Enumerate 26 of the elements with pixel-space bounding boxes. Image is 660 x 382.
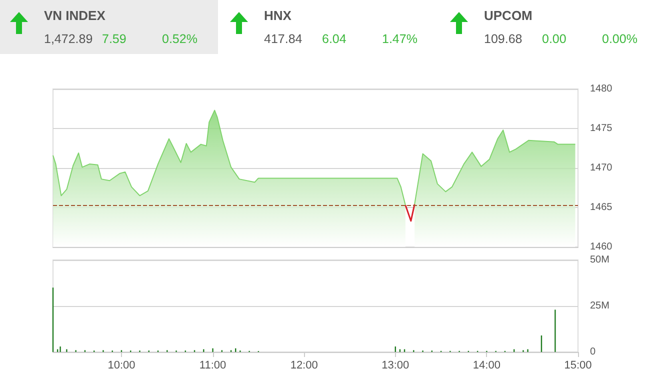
text: 7.59 bbox=[102, 32, 126, 46]
x-tick-label: 15:00 bbox=[564, 360, 592, 372]
y-tick-label: 1465 bbox=[590, 202, 613, 213]
y-tick-label: 1480 bbox=[590, 84, 613, 94]
text: 1,472.89 bbox=[44, 32, 93, 46]
text: 1.47% bbox=[382, 32, 418, 46]
text: 0.52% bbox=[162, 32, 198, 46]
text: 109.68 bbox=[484, 32, 522, 46]
x-tick-label: 12:00 bbox=[290, 360, 318, 372]
y-tick-label: 50M bbox=[590, 254, 610, 266]
y-tick-label: 1460 bbox=[590, 242, 613, 252]
y-tick-label: 0 bbox=[590, 346, 596, 358]
text: HNX bbox=[264, 8, 292, 23]
text: 0.00% bbox=[602, 32, 638, 46]
y-tick-label: 1470 bbox=[590, 162, 613, 174]
x-tick-label: 13:00 bbox=[382, 360, 410, 372]
x-tick-label: 14:00 bbox=[472, 360, 500, 372]
text: VN INDEX bbox=[44, 8, 106, 23]
y-tick-label: 1475 bbox=[590, 123, 613, 134]
text: UPCOM bbox=[484, 8, 532, 23]
y-tick-label: 25M bbox=[590, 300, 610, 312]
x-tick-label: 11:00 bbox=[199, 360, 226, 372]
text: 6.04 bbox=[322, 32, 346, 46]
text: 417.84 bbox=[264, 32, 302, 46]
text: 0.00 bbox=[542, 32, 566, 46]
x-tick-label: 10:00 bbox=[108, 360, 136, 372]
